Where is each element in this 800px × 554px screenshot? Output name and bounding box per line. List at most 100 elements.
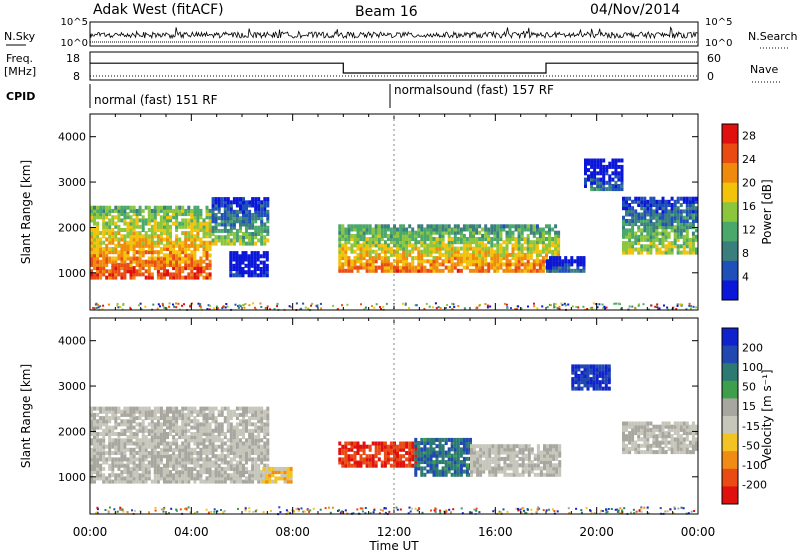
heatmap-cell bbox=[676, 440, 680, 445]
heatmap-cell bbox=[310, 304, 313, 307]
heatmap-cell bbox=[661, 446, 665, 451]
heatmap-cell bbox=[356, 265, 360, 270]
heatmap-cell bbox=[598, 370, 602, 375]
heatmap-cell bbox=[254, 225, 258, 230]
heatmap-cell bbox=[120, 409, 124, 414]
heatmap-cell bbox=[202, 416, 206, 421]
heatmap-cell bbox=[438, 227, 442, 232]
heatmap-cell bbox=[153, 215, 157, 220]
heatmap-cell bbox=[114, 243, 118, 248]
heatmap-cell bbox=[190, 218, 194, 223]
heatmap-cell bbox=[114, 451, 118, 455]
heatmap-cell bbox=[374, 252, 378, 257]
heatmap-cell bbox=[382, 305, 385, 308]
heatmap-cell bbox=[220, 479, 224, 484]
heatmap-cell bbox=[402, 249, 406, 254]
heatmap-cell bbox=[558, 268, 562, 273]
heatmap-cell bbox=[214, 206, 218, 211]
heatmap-cell bbox=[196, 441, 200, 446]
heatmap-cell bbox=[405, 262, 409, 267]
heatmap-cell bbox=[670, 228, 674, 233]
heatmap-cell bbox=[538, 249, 542, 254]
heatmap-cell bbox=[613, 302, 616, 305]
heatmap-cell bbox=[209, 304, 212, 307]
heatmap-cell bbox=[511, 246, 515, 251]
heatmap-cell bbox=[126, 253, 130, 258]
heatmap-cell bbox=[362, 265, 366, 270]
heatmap-cell bbox=[147, 422, 151, 427]
heatmap-cell bbox=[193, 234, 197, 239]
heatmap-cell bbox=[135, 221, 139, 226]
heatmap-cell bbox=[511, 249, 515, 254]
heatmap-cell bbox=[484, 246, 488, 251]
heatmap-cell bbox=[646, 450, 650, 455]
heatmap-cell bbox=[150, 218, 154, 223]
heatmap-cell bbox=[141, 460, 145, 465]
heatmap-cell bbox=[535, 249, 539, 254]
heatmap-cell bbox=[532, 243, 536, 248]
heatmap-cell bbox=[549, 466, 552, 471]
heatmap-cell bbox=[496, 227, 500, 232]
heatmap-cell bbox=[265, 466, 269, 471]
heatmap-cell bbox=[649, 203, 653, 207]
heatmap-cell bbox=[459, 227, 463, 232]
heatmap-cell bbox=[646, 244, 650, 249]
heatmap-cell bbox=[181, 231, 185, 236]
heatmap-cell bbox=[488, 460, 492, 465]
heatmap-cell bbox=[202, 266, 206, 271]
heatmap-cell bbox=[341, 444, 345, 449]
heatmap-cell bbox=[129, 409, 133, 414]
heatmap-cell bbox=[211, 203, 215, 208]
heatmap-cell bbox=[655, 247, 659, 252]
heatmap-cell bbox=[643, 228, 647, 233]
heatmap-cell bbox=[181, 409, 185, 414]
heatmap-cell bbox=[105, 243, 109, 248]
heatmap-cell bbox=[254, 466, 258, 471]
heatmap-cell bbox=[239, 463, 242, 468]
y-tick-label: 1000 bbox=[58, 267, 86, 280]
heatmap-cell bbox=[266, 422, 270, 427]
heatmap-cell bbox=[444, 466, 448, 471]
heatmap-cell bbox=[441, 262, 445, 267]
heatmap-cell bbox=[254, 241, 258, 246]
heatmap-cell bbox=[374, 265, 378, 270]
heatmap-cell bbox=[661, 196, 665, 201]
heatmap-cell bbox=[453, 437, 457, 442]
heatmap-cell bbox=[150, 259, 154, 264]
heatmap-cell bbox=[147, 208, 151, 213]
heatmap-cell bbox=[637, 247, 641, 252]
heatmap-cell bbox=[649, 222, 653, 227]
heatmap-cell bbox=[438, 460, 442, 465]
heatmap-cell bbox=[141, 240, 145, 245]
heatmap-cell bbox=[536, 453, 540, 458]
heatmap-cell bbox=[254, 197, 258, 202]
heatmap-cell bbox=[450, 268, 454, 273]
heatmap-cell bbox=[527, 456, 531, 461]
heatmap-cell bbox=[159, 275, 163, 280]
heatmap-cell bbox=[90, 451, 93, 455]
heatmap-cell bbox=[506, 463, 510, 468]
heatmap-cell bbox=[583, 377, 587, 382]
heatmap-cell bbox=[220, 228, 224, 233]
heatmap-cell bbox=[423, 453, 427, 458]
heatmap-cell bbox=[604, 386, 608, 391]
heatmap-cell bbox=[153, 221, 157, 226]
heatmap-cell bbox=[643, 199, 647, 204]
heatmap-cell bbox=[490, 227, 494, 232]
heatmap-cell bbox=[441, 437, 445, 442]
heatmap-cell bbox=[169, 205, 172, 210]
heatmap-cell bbox=[108, 428, 112, 433]
heatmap-cell bbox=[625, 241, 628, 246]
heatmap-cell bbox=[108, 466, 112, 471]
heatmap-cell bbox=[478, 249, 482, 254]
heatmap-cell bbox=[260, 447, 264, 452]
heatmap-cell bbox=[135, 441, 139, 446]
heatmap-cell bbox=[229, 473, 233, 478]
heatmap-cell bbox=[235, 254, 239, 259]
heatmap-cell bbox=[496, 224, 500, 229]
heatmap-cell bbox=[193, 435, 197, 440]
heatmap-cell bbox=[526, 256, 530, 261]
heatmap-cell bbox=[661, 427, 665, 432]
heatmap-cell bbox=[132, 272, 136, 277]
heatmap-cell bbox=[447, 469, 451, 474]
